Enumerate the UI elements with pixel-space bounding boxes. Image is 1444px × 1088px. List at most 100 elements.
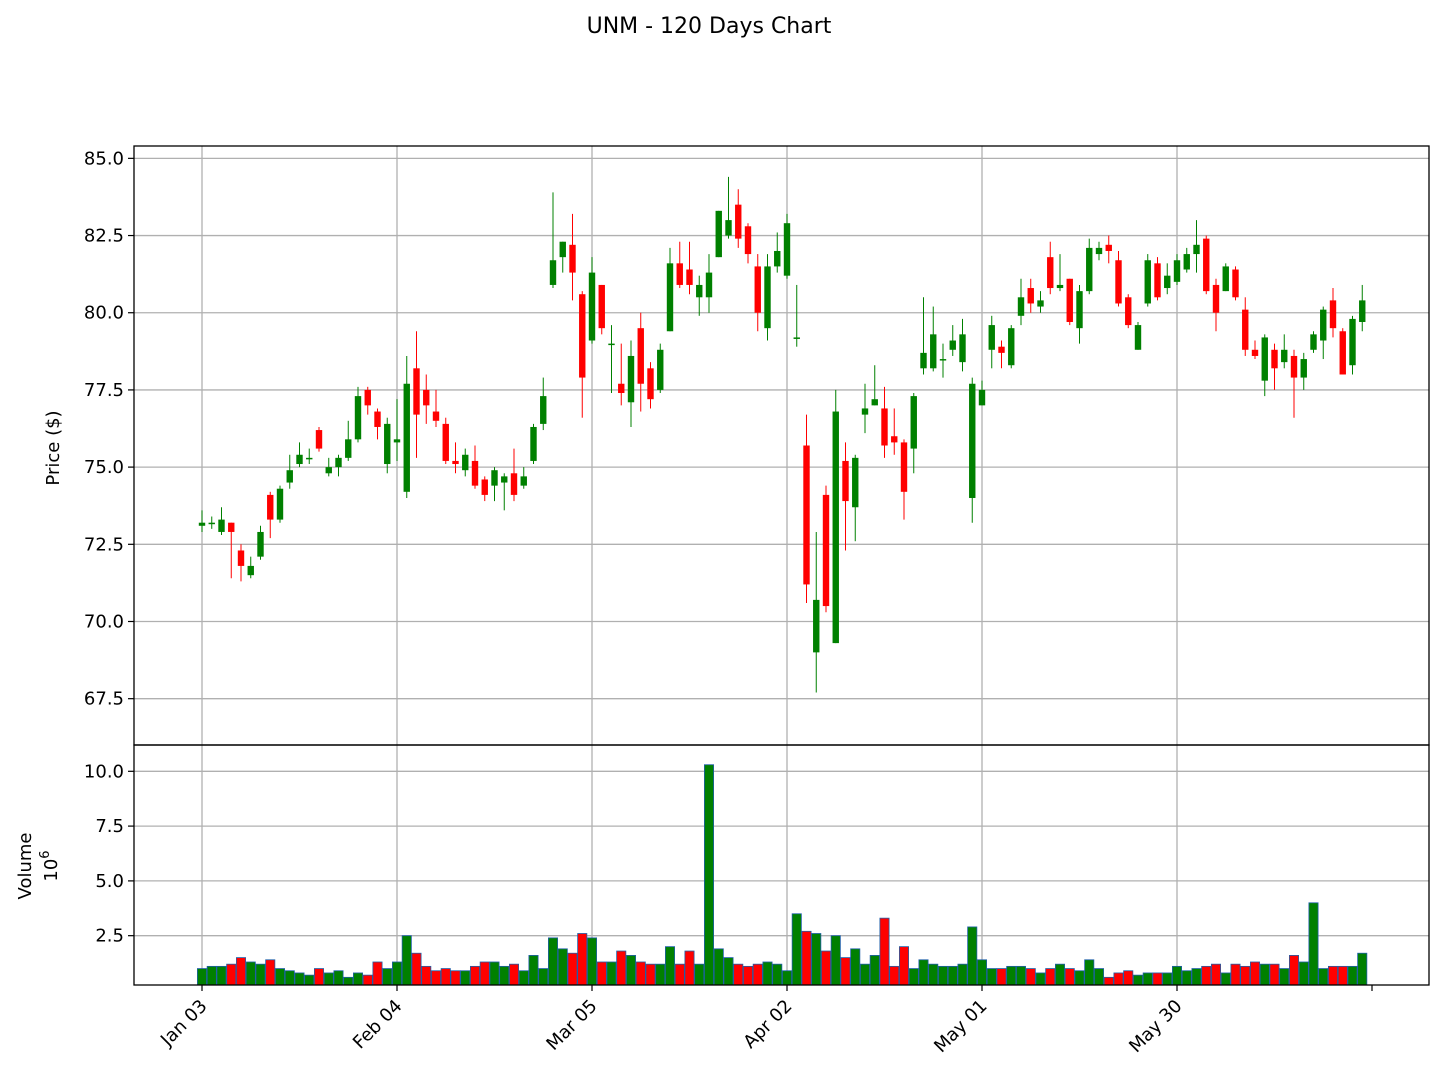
volume-bar [655, 963, 666, 986]
volume-bar [626, 955, 637, 986]
candle-body [1008, 328, 1015, 366]
volume-bar [1259, 963, 1270, 986]
volume-multiplier-exponent: 6 [38, 850, 53, 858]
candle-body [735, 204, 742, 239]
candle-body [871, 399, 878, 406]
candle-body [618, 383, 625, 394]
volume-bar [665, 946, 676, 986]
candle-body [1261, 337, 1268, 381]
volume-bar [713, 948, 724, 986]
candle-body [1183, 254, 1190, 270]
candle-body [198, 522, 206, 526]
candle-body [705, 272, 713, 298]
volume-y-tick-label: 7.5 [95, 816, 124, 837]
candle-body [715, 210, 722, 258]
volume-bar [421, 965, 432, 986]
volume-bar [294, 972, 305, 986]
chart-title: UNM - 120 Days Chart [587, 14, 832, 39]
candle-body [393, 439, 401, 443]
volume-axis-multiplier: 106 [38, 850, 62, 881]
volume-bar [196, 968, 207, 986]
x-tick-label: May 01 [930, 996, 991, 1057]
volume-bar [1347, 965, 1358, 986]
volume-bar [538, 968, 549, 986]
volume-bar [1055, 963, 1066, 986]
volume-bar [304, 974, 315, 986]
candle-body [306, 457, 313, 460]
volume-bar [1230, 963, 1241, 986]
price-y-tick-label: 70.0 [84, 611, 124, 632]
x-tick-label: Apr 02 [739, 996, 796, 1053]
volume-bar [1045, 968, 1056, 986]
volume-bar [1074, 970, 1085, 986]
volume-bar [986, 968, 997, 986]
candle-body [286, 470, 293, 483]
volume-bar [1191, 968, 1202, 986]
volume-bar [1094, 968, 1105, 986]
candle-body [1212, 284, 1220, 313]
volume-y-tick-label: 2.5 [95, 926, 124, 947]
volume-bar [450, 970, 461, 986]
volume-bar [821, 950, 832, 986]
volume-bar [469, 965, 480, 986]
volume-bar [460, 970, 471, 986]
candle-body [881, 408, 888, 446]
volume-bar [938, 965, 949, 986]
candle-body [510, 473, 518, 495]
volume-bar [313, 968, 324, 986]
volume-bar [957, 963, 968, 986]
volume-bar [1006, 965, 1017, 986]
price-y-tick-label: 67.5 [84, 689, 124, 710]
candle-body [1125, 297, 1132, 326]
volume-multiplier-base: 10 [41, 859, 62, 882]
volume-bar [1318, 968, 1329, 986]
volume-bar [323, 972, 334, 986]
candle-body [384, 423, 391, 465]
volume-bar [1162, 972, 1173, 986]
candle-body [793, 337, 800, 339]
candle-body [1076, 291, 1083, 329]
candle-body [988, 325, 995, 350]
candle-body [267, 494, 274, 520]
volume-bar [1064, 968, 1075, 986]
candle-body [1086, 247, 1093, 292]
candle-body [1154, 263, 1161, 298]
candle-body [1222, 266, 1229, 292]
volume-bar [1133, 974, 1144, 986]
candle-body [764, 266, 771, 329]
volume-bar [977, 959, 988, 986]
candle-body [861, 408, 869, 415]
volume-bar [762, 961, 773, 986]
volume-bar [1308, 902, 1319, 986]
price-y-tick-label: 80.0 [84, 303, 124, 324]
volume-bar [1016, 965, 1027, 986]
candle-body [579, 294, 586, 378]
volume-bar [1172, 965, 1183, 986]
candle-body [491, 470, 498, 486]
volume-bar [996, 968, 1007, 986]
volume-bar [723, 957, 734, 986]
candle-body [1329, 300, 1337, 329]
candle-body [637, 328, 644, 384]
candle-body [1105, 244, 1112, 251]
candle-body [481, 479, 488, 495]
volume-bars [196, 764, 1368, 986]
volume-bar [567, 952, 578, 986]
candle-body [1066, 278, 1073, 322]
candle-body [1359, 300, 1366, 322]
candle-body [413, 368, 420, 415]
candle-body [1242, 309, 1249, 350]
volume-bar [1298, 961, 1309, 986]
volume-bar [1211, 963, 1222, 986]
volume-bar [889, 965, 900, 986]
volume-bar [216, 965, 227, 986]
candle-body [832, 411, 839, 644]
volume-bar [1142, 972, 1153, 986]
candle-body [1310, 334, 1317, 350]
candle-body [315, 430, 323, 449]
volume-bar [1269, 963, 1280, 986]
candle-body [1300, 359, 1307, 378]
candle-body [1232, 269, 1239, 298]
candle-body [569, 244, 576, 273]
volume-bar [274, 968, 285, 986]
